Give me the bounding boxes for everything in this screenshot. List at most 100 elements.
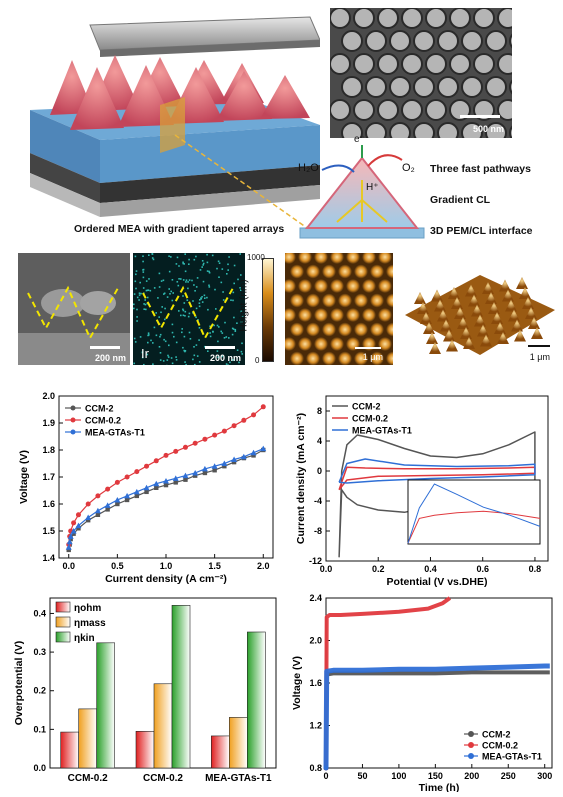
ir-signal — [203, 281, 205, 283]
ir-signal — [180, 278, 182, 280]
legend-label: CCM-0.2 — [482, 741, 518, 751]
data-point — [135, 494, 139, 498]
ir-signal — [217, 341, 219, 343]
ir-signal — [241, 353, 243, 355]
x-tick-label: 300 — [537, 771, 552, 781]
ir-signal — [178, 265, 180, 267]
legend-label: CCM-2 — [352, 402, 381, 412]
ir-signal — [146, 280, 148, 282]
ir-signal — [217, 325, 219, 327]
ir-signal — [218, 261, 220, 263]
cross-section-scale-label: 200 nm — [95, 353, 126, 363]
ir-signal — [133, 304, 135, 306]
data-point — [125, 498, 129, 502]
ir-scale-label: 200 nm — [210, 353, 241, 363]
data-point — [115, 502, 119, 506]
data-point — [96, 513, 100, 517]
ir-signal — [208, 285, 210, 287]
afm-peak — [322, 352, 336, 366]
data-point — [125, 475, 130, 480]
ir-signal — [196, 286, 198, 288]
y-tick-label: -8 — [314, 526, 322, 536]
ir-signal — [163, 360, 165, 362]
ir-signal — [188, 263, 190, 265]
ir-signal — [232, 334, 234, 336]
afm-peak — [346, 279, 360, 293]
ir-signal — [172, 300, 174, 302]
ir-signal — [232, 300, 234, 302]
sem-particle — [378, 8, 398, 28]
ir-signal — [159, 286, 161, 288]
ir-signal — [146, 290, 148, 292]
pathway-label-2: Gradient CL — [430, 194, 490, 206]
sem-particle — [462, 31, 482, 51]
ir-signal — [164, 308, 166, 310]
data-point — [134, 469, 139, 474]
ir-signal — [135, 256, 137, 258]
ir-signal — [143, 308, 145, 310]
afm-peak — [285, 337, 296, 351]
afm-peak — [378, 279, 392, 293]
y-axis-label: Voltage (V) — [18, 450, 30, 504]
x-tick-label: 0.8 — [529, 564, 542, 574]
y-tick-label: 0.3 — [33, 647, 46, 657]
ir-signal — [168, 255, 170, 257]
data-point — [241, 418, 246, 423]
ir-signal — [228, 256, 230, 258]
sem-particle — [402, 8, 422, 28]
ir-signal — [213, 325, 215, 327]
ir-signal — [237, 349, 239, 351]
ir-signal — [194, 355, 196, 357]
ir-signal — [199, 361, 201, 363]
afm-peak — [314, 279, 328, 293]
data-point — [105, 487, 110, 492]
ir-signal — [152, 253, 154, 255]
bar — [79, 709, 97, 768]
ir-signal — [189, 313, 191, 315]
ir-signal — [234, 265, 236, 267]
afm-peak — [370, 265, 384, 279]
ir-signal — [140, 293, 142, 295]
ir-signal — [139, 282, 141, 284]
ir-signal — [226, 363, 228, 365]
ir-signal — [161, 306, 163, 308]
ir-signal — [171, 357, 173, 359]
ir-signal — [136, 316, 138, 318]
ir-signal — [230, 299, 232, 301]
data-point — [144, 490, 148, 494]
sem-particle — [402, 54, 422, 74]
o2-label: O₂ — [402, 162, 415, 174]
ir-signal — [185, 311, 187, 313]
data-point — [154, 458, 159, 463]
legend-label: ηohm — [74, 603, 101, 614]
y-tick-label: 2.4 — [309, 593, 322, 603]
data-point — [212, 468, 216, 472]
data-point — [261, 404, 266, 409]
ir-signal — [134, 293, 136, 295]
data-point — [95, 493, 100, 498]
ir-signal — [220, 331, 222, 333]
ir-signal — [135, 288, 137, 290]
ir-signal — [207, 350, 209, 352]
sem-particle — [354, 8, 374, 28]
sem-particle — [342, 31, 362, 51]
ir-signal — [163, 339, 165, 341]
y-tick-label: 2.0 — [309, 636, 322, 646]
ir-signal — [150, 340, 152, 342]
data-point — [232, 423, 237, 428]
ir-signal — [182, 347, 184, 349]
ir-signal — [227, 364, 229, 365]
pathway-label-1: Three fast pathways — [430, 163, 531, 175]
afm-peak — [298, 337, 312, 351]
ir-signal — [143, 271, 145, 273]
data-point — [174, 480, 178, 484]
bar — [136, 731, 154, 768]
ir-signal — [177, 281, 179, 283]
ir-signal — [163, 280, 165, 282]
ir-signal — [178, 310, 180, 312]
ir-signal — [134, 338, 136, 340]
ir-signal — [187, 288, 189, 290]
ir-signal — [144, 299, 146, 301]
